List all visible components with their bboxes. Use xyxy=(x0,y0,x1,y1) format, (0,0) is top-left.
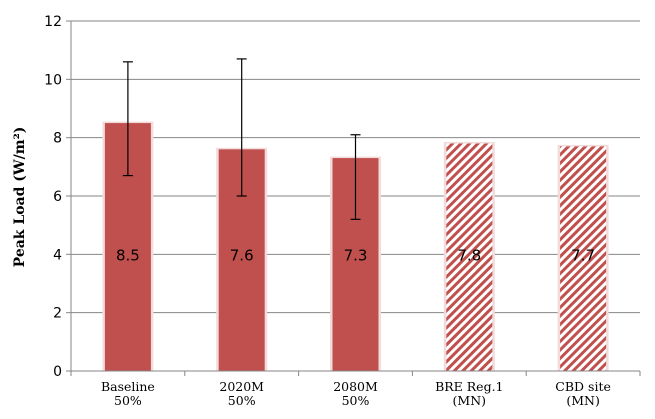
y-tick-label: 4 xyxy=(53,247,62,263)
y-tick-label: 10 xyxy=(44,72,62,88)
y-tick-label: 8 xyxy=(53,131,62,147)
x-category-label: CBD site xyxy=(555,379,611,394)
error-bars xyxy=(123,59,361,219)
data-label: 7.7 xyxy=(571,246,595,264)
x-category-label: 50% xyxy=(342,393,370,408)
y-tick-label: 6 xyxy=(53,189,62,205)
y-tick-label: 2 xyxy=(53,306,62,322)
data-label: 8.5 xyxy=(116,246,140,264)
data-label: 7.8 xyxy=(457,246,481,264)
y-tick-label: 12 xyxy=(44,14,62,30)
y-axis-title: Peak Load (W/m²) xyxy=(12,127,28,268)
x-category-label: 2080M xyxy=(333,379,378,394)
x-category-label: 2020M xyxy=(219,379,264,394)
y-tick-label: 0 xyxy=(53,364,62,380)
x-category-label: (MN) xyxy=(566,393,600,408)
data-label: 7.3 xyxy=(344,246,368,264)
x-category-label: BRE Reg.1 xyxy=(435,379,503,394)
x-category-label: 50% xyxy=(228,393,256,408)
x-category-label: Baseline xyxy=(101,379,155,394)
x-category-label: 50% xyxy=(114,393,142,408)
x-category-label: (MN) xyxy=(453,393,487,408)
data-label: 7.6 xyxy=(230,246,254,264)
